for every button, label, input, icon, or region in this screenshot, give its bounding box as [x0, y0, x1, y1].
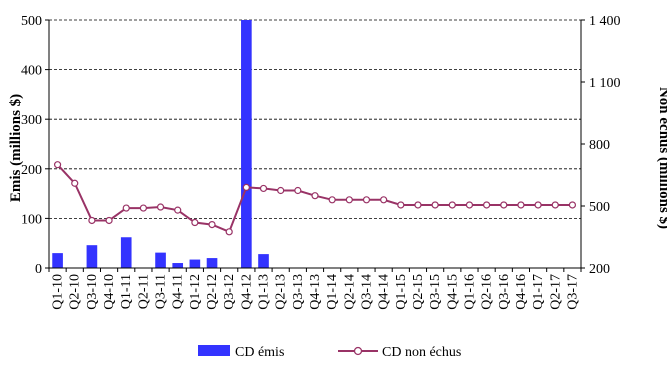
point-Q4-16	[517, 201, 525, 209]
bar-Q4-12	[241, 20, 252, 268]
y-axis-left-title: Emis (millions $)	[8, 94, 24, 202]
legend-label-cd-emis: CD émis	[235, 345, 284, 360]
bar-Q1-10	[52, 253, 63, 268]
x-tick-label: Q2-15	[411, 274, 426, 310]
point-Q2-15	[414, 201, 422, 209]
legend-marker-cd-non-echus	[353, 346, 363, 356]
point-Q3-11	[156, 203, 165, 211]
x-tick-label: Q4-15	[445, 274, 460, 310]
right-tick-label: 200	[589, 262, 610, 277]
x-tick-label: Q3-15	[428, 274, 443, 310]
right-axis-ticks: 200 500 800 1 100 1 400	[581, 14, 621, 277]
point-Q3-12	[225, 228, 233, 236]
x-tick-label: Q4-11	[171, 274, 186, 309]
point-Q3-10	[88, 216, 96, 225]
left-axis-ticks: 0 100 200 300 400 500	[21, 14, 49, 277]
point-Q2-17	[551, 201, 559, 209]
bar-Q3-10	[86, 245, 98, 268]
point-Q3-17	[568, 201, 577, 209]
point-Q4-15	[448, 201, 456, 209]
x-tick-label: Q3-13	[291, 274, 306, 310]
x-tick-label: Q1-11	[119, 274, 134, 309]
x-tick-label: Q2-14	[342, 274, 357, 310]
x-tick-label: Q1-15	[394, 274, 409, 310]
x-tick-label: Q3-16	[497, 274, 512, 310]
point-Q3-16	[500, 201, 508, 209]
legend-swatch-cd-emis	[198, 345, 230, 356]
left-tick-label: 300	[21, 113, 42, 128]
point-Q1-13	[259, 184, 268, 193]
right-tick-label: 1 100	[589, 76, 621, 91]
point-Q1-12	[191, 218, 199, 227]
point-Q4-13	[311, 192, 319, 200]
x-tick-label: Q4-14	[377, 274, 392, 310]
x-tick-label: Q1-13	[257, 274, 272, 310]
bar-series-cd-emis	[52, 20, 269, 268]
bar-Q1-11	[120, 237, 132, 268]
x-tick-label: Q1-16	[462, 274, 477, 310]
x-tick-label: Q2-13	[274, 274, 289, 310]
point-Q3-15	[431, 201, 439, 209]
bar-Q4-11	[172, 263, 184, 268]
bar-Q1-13	[258, 254, 269, 268]
point-Q2-10	[71, 179, 79, 187]
x-tick-label: Q2-16	[480, 274, 495, 310]
x-tick-label: Q1-17	[531, 274, 546, 310]
x-tick-label: Q2-11	[136, 274, 151, 309]
bar-Q3-11	[155, 252, 166, 268]
right-tick-label: 800	[589, 138, 610, 153]
right-tick-label: 500	[589, 200, 610, 215]
x-tick-label: Q2-10	[68, 274, 83, 310]
point-Q1-10	[53, 161, 62, 169]
point-Q2-14	[345, 196, 353, 204]
left-tick-label: 400	[21, 64, 42, 79]
line-series-cd-non-echus	[53, 161, 577, 236]
point-Q2-13	[277, 186, 285, 195]
axes	[48, 20, 582, 269]
x-tick-label: Q3-12	[222, 274, 237, 310]
legend-label-cd-non-echus: CD non échus	[382, 345, 461, 360]
x-tick-label: Q1-12	[188, 274, 203, 310]
point-Q1-11	[122, 204, 130, 212]
x-tick-label: Q4-16	[514, 274, 529, 310]
x-axis-ticks: Q1-10 Q2-10 Q3-10 Q4-10 Q1-11 Q2-11 Q3-11 Q4-11…	[48, 268, 582, 310]
point-Q1-15	[397, 201, 405, 209]
point-Q4-11	[174, 206, 182, 214]
x-tick-label: Q2-12	[205, 274, 220, 310]
point-Q3-13	[294, 186, 302, 195]
x-tick-label: Q4-12	[239, 274, 254, 310]
left-tick-label: 0	[35, 262, 42, 277]
bar-Q2-12	[206, 258, 218, 268]
point-Q4-12	[242, 183, 250, 191]
x-tick-label: Q1-14	[325, 274, 340, 310]
x-tick-label: Q2-17	[548, 274, 563, 310]
x-tick-label: Q4-10	[102, 274, 117, 310]
x-tick-label: Q4-13	[308, 274, 323, 310]
bar-Q1-12	[189, 259, 201, 268]
point-Q1-14	[328, 196, 336, 204]
right-tick-label: 1 400	[589, 14, 621, 29]
left-tick-label: 500	[21, 14, 42, 29]
x-tick-label: Q3-10	[85, 274, 100, 310]
x-tick-label: Q1-10	[51, 274, 66, 310]
legend: CD émis CD non échus	[198, 345, 461, 360]
point-Q2-11	[139, 204, 147, 212]
point-Q3-14	[362, 196, 371, 204]
gridlines	[49, 19, 581, 219]
point-Q4-14	[380, 196, 388, 204]
left-tick-label: 100	[21, 212, 42, 227]
point-Q1-17	[534, 201, 542, 209]
point-Q2-16	[483, 201, 491, 209]
y-axis-right-title: Non échus (millions $)	[656, 87, 667, 229]
x-tick-label: Q3-14	[359, 274, 374, 310]
left-tick-label: 200	[21, 163, 42, 178]
x-tick-label: Q3-11	[154, 274, 169, 309]
x-tick-label: Q3-17	[565, 274, 580, 310]
point-Q4-10	[105, 216, 113, 225]
point-Q1-16	[465, 201, 474, 209]
point-Q2-12	[208, 221, 216, 229]
